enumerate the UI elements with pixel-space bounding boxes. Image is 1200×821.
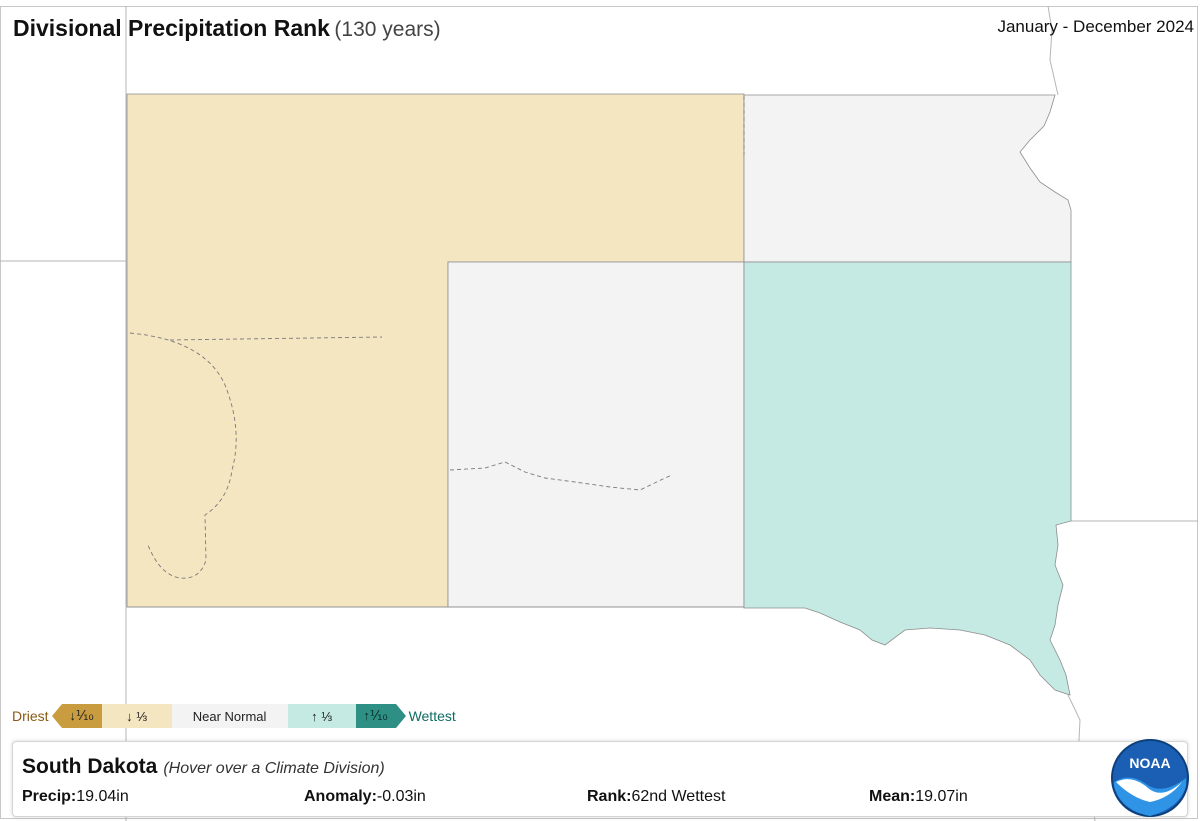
info-mean-value: 19.07in [915,788,968,805]
neighbor-boundary-mn [1047,5,1059,96]
info-mean: Mean:19.07in [869,788,968,806]
info-mean-label: Mean: [869,788,916,805]
noaa-logo-text: NOAA [1129,755,1170,771]
legend-arrow-right-icon [395,704,406,728]
legend-driest-label: Driest [12,708,49,724]
title-suffix: (130 years) [334,18,441,41]
legend-item-wettest-tenth[interactable]: ↑⅒ [355,704,396,728]
info-state-line: South Dakota (Hover over a Climate Divisi… [22,755,385,779]
info-precip-value: 19.04in [76,788,129,805]
map-title: Divisional Precipitation Rank (130 years… [13,14,453,46]
division-central[interactable] [447,261,745,608]
info-state-name: South Dakota [22,755,158,778]
legend-item-driest-tenth[interactable]: ↓⅒ [61,704,102,728]
info-precip-label: Precip: [22,788,77,805]
noaa-logo-icon[interactable]: NOAA [1110,738,1190,818]
info-anomaly-label: Anomaly: [304,788,377,805]
division-northeast[interactable] [743,94,1072,263]
legend-item-near-normal[interactable]: Near Normal [171,704,288,728]
river-line [449,461,673,491]
legend-arrow-left-icon [51,704,62,728]
legend-item-below-third[interactable]: ↓ ⅓ [101,704,172,728]
period-label: January - December 2024 [997,17,1194,36]
info-rank: Rank:62nd Wettest [587,788,725,806]
legend-item-above-third[interactable]: ↑ ⅓ [287,704,356,728]
legend: Driest ↓⅒ ↓ ⅓ Near Normal ↑ ⅓ ↑⅒ Wettest [12,704,456,728]
info-anomaly: Anomaly:-0.03in [304,788,426,806]
legend-wettest-label: Wettest [408,708,456,724]
info-rank-label: Rank: [587,788,632,805]
map-frame [0,6,1198,819]
info-rank-value: 62nd Wettest [631,788,726,805]
info-hint: (Hover over a Climate Division) [163,760,385,777]
title-main: Divisional Precipitation Rank [13,15,330,41]
division-southeast[interactable] [743,261,1072,696]
info-panel: South Dakota (Hover over a Climate Divisi… [12,741,1188,817]
info-anomaly-value: -0.03in [376,788,426,805]
info-precip: Precip:19.04in [22,788,129,806]
division-inner-line [169,336,383,341]
